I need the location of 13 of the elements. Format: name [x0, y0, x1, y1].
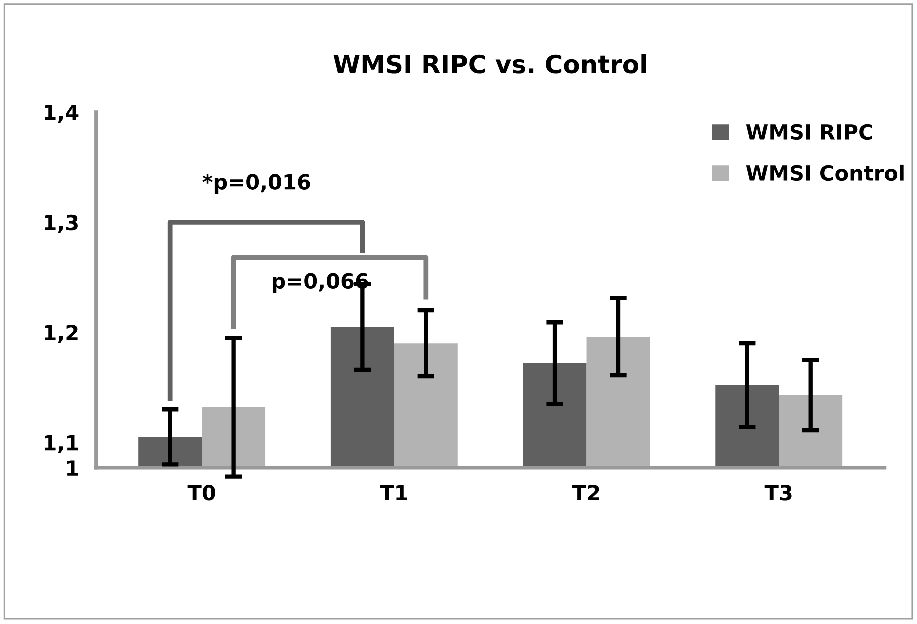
- legend-label: WMSI Control: [746, 164, 904, 182]
- annotation: *p=0,016: [202, 174, 310, 194]
- y-tick-label: 1,2: [45, 325, 78, 344]
- x-tick-label: T0: [188, 485, 216, 501]
- x-tick-label: T3: [764, 485, 792, 501]
- y-tick-label: 1,3: [45, 214, 78, 234]
- chart-title: WMSI RIPC vs. Control: [334, 54, 646, 74]
- x-tick-label: T2: [572, 485, 600, 500]
- y-tick-label: 1,4: [45, 105, 79, 124]
- legend-label: WMSI RIPC: [746, 124, 872, 140]
- y-tick-label: 1,1: [45, 435, 78, 454]
- y-tick-label: 1: [67, 460, 78, 476]
- x-tick-label: T1: [380, 485, 408, 500]
